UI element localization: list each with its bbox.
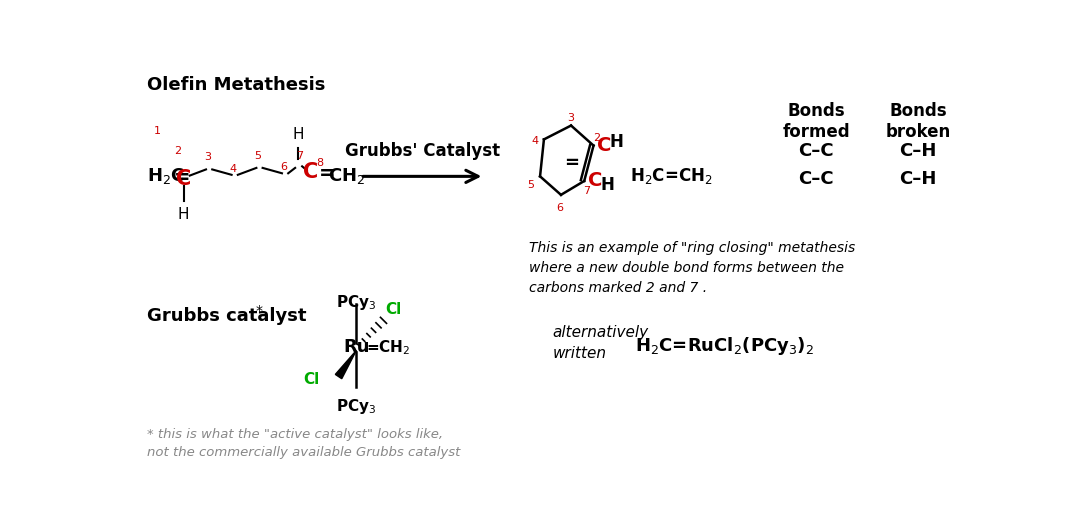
Text: * this is what the "active catalyst" looks like,
not the commercially available : * this is what the "active catalyst" loo… [147,428,461,459]
Text: C: C [589,172,603,190]
Text: C–C: C–C [798,142,834,160]
Text: C–H: C–H [900,142,937,160]
Text: 1: 1 [154,125,160,136]
Text: Bonds
formed: Bonds formed [783,102,850,141]
Text: 4: 4 [531,136,538,146]
Text: 4: 4 [230,164,236,174]
Text: 7: 7 [583,186,590,196]
Text: PCy$_3$: PCy$_3$ [336,397,376,417]
Text: 5: 5 [255,151,261,161]
Text: alternatively
written: alternatively written [553,326,648,361]
Text: C: C [176,170,191,189]
Text: H: H [601,176,615,194]
Text: 3: 3 [204,152,211,162]
Text: =CH$_2$: =CH$_2$ [366,339,411,357]
Text: 5: 5 [527,180,534,190]
Text: C: C [597,136,611,155]
Text: Grubbs catalyst: Grubbs catalyst [147,307,307,326]
Text: =: = [565,154,579,172]
Text: =: = [173,168,190,187]
Text: C: C [304,162,319,181]
Text: Grubbs' Catalyst: Grubbs' Catalyst [345,142,500,160]
Text: H: H [178,207,190,222]
Text: 6: 6 [556,202,563,213]
Text: CH$_2$: CH$_2$ [327,166,365,186]
Text: Olefin Metathesis: Olefin Metathesis [147,76,325,94]
Text: C–H: C–H [900,171,937,188]
Text: H$_2$C=RuCl$_2$(PCy$_3$)$_2$: H$_2$C=RuCl$_2$(PCy$_3$)$_2$ [635,335,814,357]
Text: H: H [293,127,304,142]
Text: Cl: Cl [304,372,320,387]
Text: H$_2$C=CH$_2$: H$_2$C=CH$_2$ [630,166,712,186]
Text: *: * [256,304,262,318]
Text: 3: 3 [568,113,575,123]
Text: C–C: C–C [798,171,834,188]
Text: H: H [610,133,623,151]
Text: 2: 2 [593,133,601,143]
Text: Cl: Cl [385,302,401,317]
Text: 8: 8 [317,158,323,168]
Polygon shape [335,350,357,379]
Text: This is an example of "ring closing" metathesis
where a new double bond forms be: This is an example of "ring closing" met… [529,241,855,295]
Text: Ru: Ru [344,339,370,356]
Text: 7: 7 [296,151,304,161]
Text: =: = [319,164,335,183]
Text: PCy$_3$: PCy$_3$ [336,293,376,313]
Text: 6: 6 [280,162,287,173]
Text: 2: 2 [175,146,182,155]
Text: H$_2$C: H$_2$C [147,166,185,186]
Text: Bonds
broken: Bonds broken [886,102,951,141]
